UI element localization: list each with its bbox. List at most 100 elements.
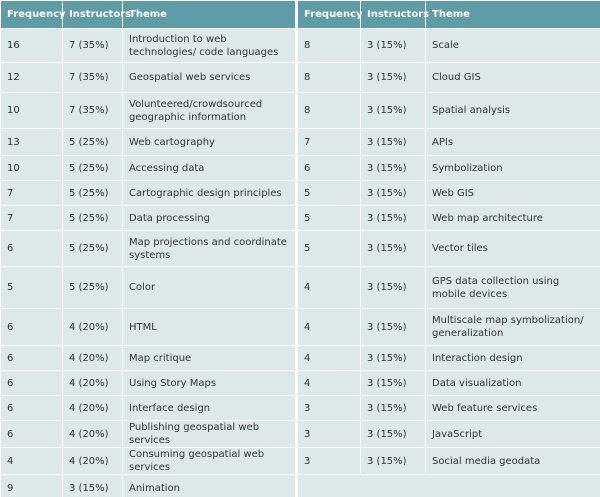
theme-cell: Spatial analysis	[425, 92, 600, 129]
instructors-cell: 4 (20%)	[62, 420, 123, 448]
instructors-cell: 3 (15%)	[360, 180, 426, 206]
theme-cell: Map critique	[122, 345, 297, 371]
frequency-cell: 10	[0, 155, 63, 181]
frequency-cell: 13	[0, 128, 63, 156]
frequency-cell: 7	[0, 180, 63, 206]
frequency-cell: 9	[0, 474, 63, 497]
instructors-cell: 4 (20%)	[62, 370, 123, 396]
table-row: 10 7 (35%) Volunteered/crowdsourced geogra…	[0, 92, 600, 129]
frequency-cell: 6	[0, 308, 63, 346]
theme-cell: Using Story Maps	[122, 370, 297, 396]
theme-cell: Web feature services	[425, 395, 600, 421]
instructors-cell: 3 (15%)	[360, 266, 426, 309]
frequency-cell: 8	[295, 62, 361, 93]
instructors-cell: 3 (15%)	[360, 370, 426, 396]
frequency-cell: 16	[0, 28, 63, 63]
frequency-cell: 4	[295, 308, 361, 346]
frequency-cell: 6	[0, 345, 63, 371]
instructors-cell: 3 (15%)	[360, 205, 426, 231]
frequency-cell: 3	[295, 420, 361, 448]
frequency-cell: 7	[295, 128, 361, 156]
frequency-cell: 4	[0, 447, 63, 475]
frequency-cell: 8	[295, 92, 361, 129]
column-header: Instructors	[360, 0, 429, 29]
theme-cell: Web GIS	[425, 180, 600, 206]
frequency-cell: 5	[295, 205, 361, 231]
theme-cell: Color	[122, 266, 297, 309]
instructors-cell: 5 (25%)	[62, 128, 123, 156]
instructors-cell: 5 (25%)	[62, 155, 123, 181]
frequency-cell: 5	[0, 266, 63, 309]
theme-cell: GPS data collection using mobile devices	[425, 266, 600, 309]
instructors-cell: 7 (35%)	[62, 92, 123, 129]
instructors-cell: 3 (15%)	[360, 155, 426, 181]
theme-cell: Multiscale map symbolization/ generaliza…	[425, 308, 600, 346]
theme-cell: JavaScript	[425, 420, 600, 448]
frequency-cell: 3	[295, 447, 361, 475]
frequency-cell: 4	[295, 266, 361, 309]
table-row: 16 7 (35%) Introduction to web technologie…	[0, 28, 600, 63]
table-row: 13 5 (25%) Web cartography 7 3 (15%) APIs	[0, 128, 600, 156]
instructors-cell: 3 (15%)	[360, 395, 426, 421]
theme-cell: Map projections and coordinate systems	[122, 230, 297, 267]
instructors-cell: 5 (25%)	[62, 266, 123, 309]
frequency-cell: 8	[295, 28, 361, 63]
theme-cell: HTML	[122, 308, 297, 346]
instructors-cell: 3 (15%)	[360, 92, 426, 129]
theme-cell: Symbolization	[425, 155, 600, 181]
theme-cell: APIs	[425, 128, 600, 156]
frequency-cell: 4	[295, 345, 361, 371]
instructors-cell: 4 (20%)	[62, 308, 123, 346]
instructors-cell: 3 (15%)	[62, 474, 123, 497]
frequency-cell: 6	[0, 230, 63, 267]
frequency-cell: 7	[0, 205, 63, 231]
instructors-cell: 7 (35%)	[62, 28, 123, 63]
instructors-cell: 5 (25%)	[62, 230, 123, 267]
theme-cell: Animation	[122, 474, 297, 497]
theme-cell: Vector tiles	[425, 230, 600, 267]
instructors-cell: 3 (15%)	[360, 447, 426, 475]
instructors-cell: 5 (25%)	[62, 180, 123, 206]
theme-cell: Geospatial web services	[122, 62, 297, 93]
theme-cell: Accessing data	[122, 155, 297, 181]
instructors-cell: 3 (15%)	[360, 308, 426, 346]
frequency-cell: 3	[295, 395, 361, 421]
frequency-cell: 12	[0, 62, 63, 93]
theme-cell: Consuming geospatial web services	[122, 447, 297, 475]
table-row: 10 5 (25%) Accessing data 6 3 (15%) Symboliza…	[0, 155, 600, 181]
frequency-cell: 5	[295, 180, 361, 206]
frequency-cell: 4	[295, 370, 361, 396]
theme-cell: Cloud GIS	[425, 62, 600, 93]
frequency-cell: 6	[0, 395, 63, 421]
theme-cell: Cartographic design principles	[122, 180, 297, 206]
instructors-cell: 3 (15%)	[360, 128, 426, 156]
instructors-cell: 3 (15%)	[360, 345, 426, 371]
column-header: Instructors	[62, 0, 131, 29]
frequency-cell: 10	[0, 92, 63, 129]
frequency-cell: 5	[295, 230, 361, 267]
theme-cell: Publishing geospatial web services	[122, 420, 297, 448]
table-row: 12 7 (35%) Geospatial web services 8 3 (15%)…	[0, 62, 600, 93]
table-body: 16 7 (35%) Introduction to web technologie…	[0, 28, 600, 497]
instructors-cell: 4 (20%)	[62, 447, 123, 475]
theme-cell: Scale	[425, 28, 600, 63]
column-header: Theme	[425, 0, 600, 29]
theme-cell: Interface design	[122, 395, 297, 421]
theme-cell: Volunteered/crowdsourced geographic info…	[122, 92, 297, 129]
theme-cell: Web map architecture	[425, 205, 600, 231]
frequency-cell: 6	[0, 420, 63, 448]
instructors-cell: 7 (35%)	[62, 62, 123, 93]
frequency-cell: 6	[295, 155, 361, 181]
instructors-cell: 3 (15%)	[360, 420, 426, 448]
theme-cell: Data processing	[122, 205, 297, 231]
